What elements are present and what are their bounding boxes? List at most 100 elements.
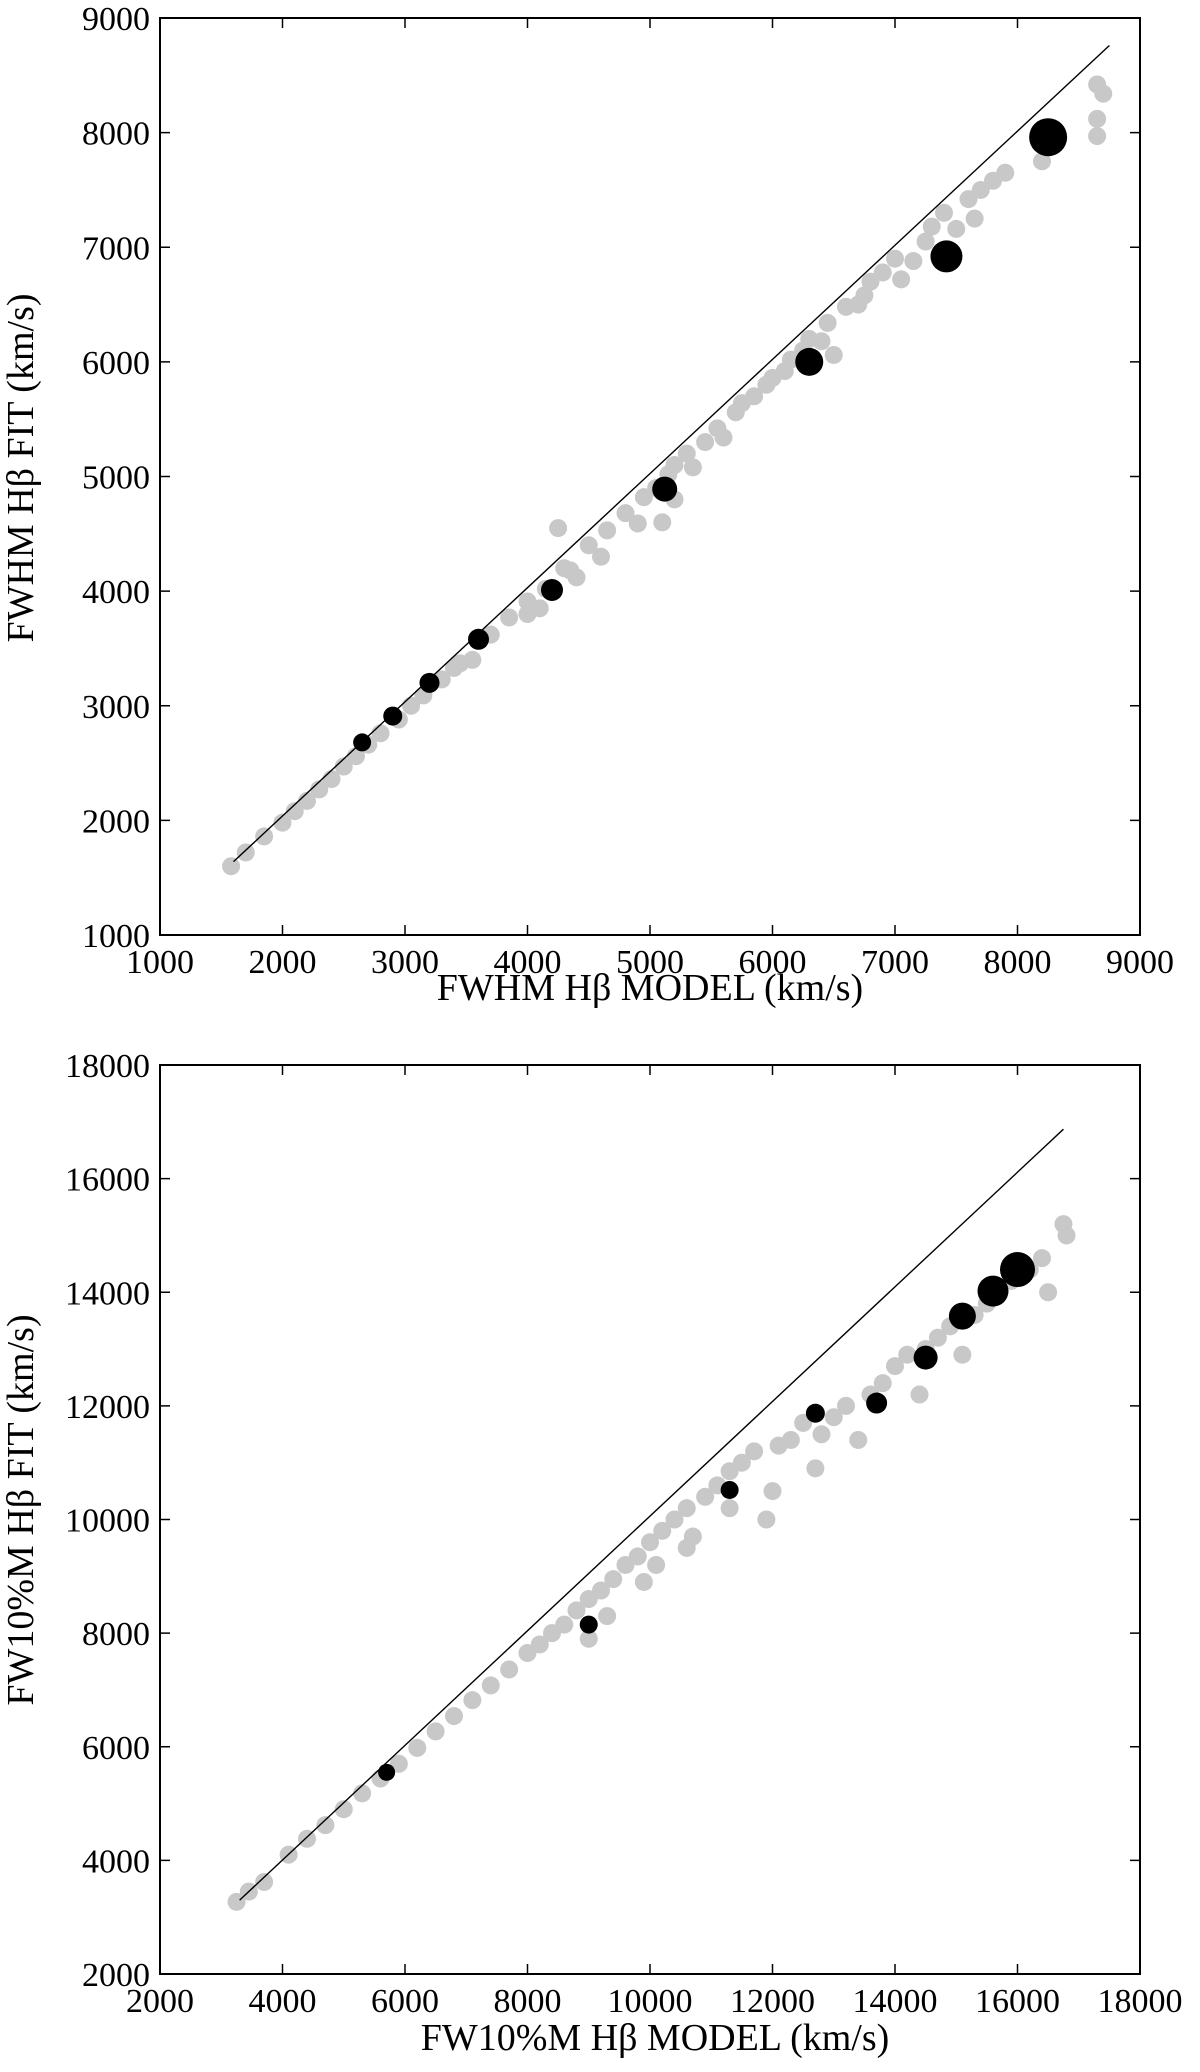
- fw10m-black-point: [805, 1403, 825, 1423]
- fwhm-grey-point: [861, 272, 880, 291]
- fw10m-grey-point: [227, 1892, 246, 1911]
- fw10m-grey-point: [298, 1829, 316, 1848]
- fwhm-black-point: [541, 578, 563, 601]
- fwhm-x-tick-label: 1000: [126, 944, 194, 981]
- fw10m-grey-point: [763, 1482, 782, 1501]
- fw10m-x-axis-label: FW10%M Hβ MODEL (km/s): [421, 2017, 890, 2059]
- fwhm-grey-point: [255, 827, 274, 846]
- fw10m-black-point: [720, 1480, 739, 1499]
- fw10m-grey-point: [910, 1385, 929, 1404]
- fwhm-grey-point: [1033, 152, 1051, 171]
- fw10m-grey-point: [389, 1754, 408, 1773]
- fw10m-grey-point: [757, 1510, 776, 1529]
- fw10m-x-tick-label: 16000: [975, 1983, 1060, 2020]
- fwhm-y-tick-label: 9000: [82, 1, 150, 38]
- fwhm-grey-point: [653, 513, 672, 532]
- fwhm-grey-point: [518, 605, 537, 624]
- fw10m-grey-point: [653, 1521, 672, 1540]
- fwhm-grey-point: [445, 658, 463, 677]
- fwhm-y-tick-label: 3000: [82, 689, 150, 726]
- fw10m-grey-point: [567, 1601, 586, 1620]
- fwhm-grey-point: [285, 802, 304, 821]
- fwhm-grey-point: [696, 433, 715, 452]
- fwhm-black-point: [419, 672, 440, 693]
- fw10m-y-tick-label: 10000: [65, 1503, 150, 1540]
- fw10m-x-tick-label: 14000: [853, 1983, 938, 2020]
- fwhm-grey-point: [1088, 109, 1107, 128]
- fwhm-grey-point: [598, 521, 617, 540]
- fw10m-y-tick-label: 12000: [65, 1389, 150, 1426]
- fwhm-grey-point: [549, 519, 568, 538]
- fw10m-grey-point: [928, 1328, 947, 1347]
- fw10m-grey-point: [824, 1408, 843, 1427]
- fw10m-x-tick-label: 18000: [1098, 1983, 1183, 2020]
- fw10m-grey-point: [1054, 1215, 1073, 1234]
- fwhm-x-tick-label: 8000: [984, 944, 1052, 981]
- fw10m-black-point: [913, 1345, 938, 1370]
- fwhm-black-point: [652, 476, 678, 502]
- fwhm-y-tick-label: 5000: [82, 460, 150, 497]
- fwhm-grey-point: [996, 163, 1015, 182]
- fwhm-grey-point: [592, 547, 610, 566]
- fwhm-grey-point: [892, 270, 911, 289]
- fw10m-y-tick-label: 18000: [65, 1048, 150, 1085]
- fwhm-black-point: [1029, 118, 1068, 157]
- fwhm-grey-point: [683, 458, 702, 477]
- fw10m-x-tick-label: 2000: [126, 1983, 194, 2020]
- fwhm-grey-point: [222, 857, 241, 876]
- fw10m-grey-point: [873, 1374, 892, 1393]
- fw10m-grey-point: [426, 1722, 445, 1741]
- fw10m-grey-point: [592, 1581, 610, 1600]
- fwhm-grey-point: [298, 791, 316, 810]
- fwhm-black-point: [468, 628, 489, 650]
- fwhm-black-point: [383, 706, 403, 726]
- fw10m-grey-point: [781, 1430, 800, 1449]
- fw10m-y-tick-label: 8000: [82, 1616, 150, 1653]
- fwhm-grey-point: [965, 209, 984, 228]
- fwhm-grey-point: [628, 514, 647, 533]
- fw10m-y-tick-label: 6000: [82, 1730, 150, 1767]
- fw10m-y-tick-label: 14000: [65, 1275, 150, 1312]
- fwhm-grey-point: [745, 387, 764, 406]
- fwhm-grey-point: [959, 190, 978, 209]
- fw10m-y-axis-label: FW10%M Hβ FIT (km/s): [0, 1314, 42, 1705]
- fw10m-grey-point: [634, 1572, 653, 1591]
- fwhm-grey-point: [665, 456, 684, 475]
- fwhm-grey-point: [886, 249, 904, 268]
- fwhm-grey-point: [916, 232, 935, 251]
- fw10m-grey-point: [555, 1615, 574, 1634]
- fw10m-grey-point: [353, 1784, 372, 1803]
- fwhm-grey-point: [334, 757, 353, 776]
- fw10m-black-point: [977, 1275, 1009, 1307]
- fwhm-grey-point: [236, 843, 255, 862]
- fw10m-grey-point: [696, 1487, 715, 1506]
- fw10m-x-tick-label: 12000: [730, 1983, 815, 2020]
- fw10m-grey-point: [598, 1607, 617, 1626]
- fw10m-grey-point: [886, 1357, 904, 1376]
- fw10m-grey-point: [628, 1547, 647, 1566]
- fwhm-grey-point: [616, 504, 635, 523]
- fw10m-x-tick-label: 8000: [494, 1983, 562, 2020]
- fwhm-x-tick-label: 9000: [1106, 944, 1174, 981]
- fw10m-grey-point: [812, 1425, 831, 1444]
- fw10m-grey-point: [316, 1816, 335, 1835]
- fw10m-grey-point: [463, 1691, 482, 1710]
- fwhm-grey-point: [971, 180, 990, 199]
- fw10m-grey-point: [849, 1430, 868, 1449]
- fw10m-grey-point: [665, 1510, 684, 1529]
- fw10m-y-tick-label: 16000: [65, 1162, 150, 1199]
- fw10m-grey-point: [1039, 1283, 1058, 1302]
- fwhm-x-tick-label: 4000: [494, 944, 562, 981]
- fwhm-grey-point: [904, 252, 923, 271]
- fwhm-y-tick-label: 7000: [82, 230, 150, 267]
- fwhm-x-tick-label: 5000: [616, 944, 684, 981]
- fw10m-chart: FW10%M Hβ MODEL (km/s) FW10%M Hβ FIT (km…: [0, 1048, 1183, 2059]
- fw10m-grey-point: [530, 1635, 549, 1654]
- fw10m-black-point: [948, 1302, 976, 1330]
- fwhm-grey-point: [947, 219, 966, 238]
- fw10m-grey-point: [898, 1345, 917, 1364]
- fwhm-grey-point: [812, 332, 831, 351]
- fw10m-grey-point: [677, 1538, 696, 1557]
- fwhm-grey-point: [714, 428, 733, 447]
